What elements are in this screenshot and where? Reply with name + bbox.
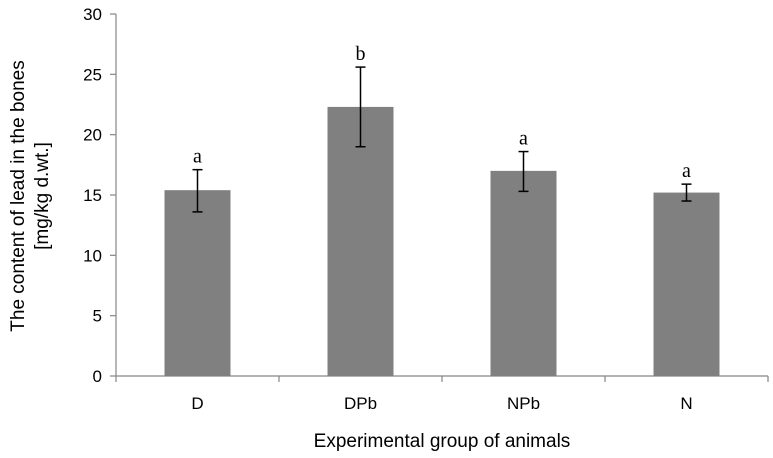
y-tick-label: 15 (83, 186, 102, 205)
significance-label: b (356, 43, 366, 65)
x-tick-label: DPb (344, 394, 377, 413)
significance-label: a (193, 146, 202, 168)
y-tick-label: 0 (93, 367, 102, 386)
x-tick-label: D (191, 394, 203, 413)
significance-label: a (682, 160, 691, 182)
y-tick-label: 5 (93, 307, 102, 326)
y-tick-label: 25 (83, 65, 102, 84)
significance-label: a (519, 128, 528, 150)
y-axis-title-line1: The content of lead in the bones (8, 60, 29, 331)
x-ticks: D DPb NPb N (115, 376, 769, 413)
y-ticks: 0 5 10 15 20 25 30 (83, 5, 116, 386)
y-tick-label: 20 (83, 126, 102, 145)
bar-npb (490, 170, 557, 376)
x-tick-label: NPb (507, 394, 540, 413)
y-tick-label: 10 (83, 246, 102, 265)
x-axis-title: Experimental group of animals (314, 431, 571, 452)
significance-labels: a b a a (193, 43, 691, 182)
bar-n (653, 192, 720, 376)
y-axis-title-line2: [mg/kg d.wt.] (32, 142, 53, 250)
y-tick-label: 30 (83, 5, 102, 24)
x-tick-label: N (680, 394, 692, 413)
error-bars (192, 66, 692, 213)
bars (164, 106, 720, 376)
bar-dpb (327, 106, 394, 376)
bar-d (164, 190, 231, 376)
